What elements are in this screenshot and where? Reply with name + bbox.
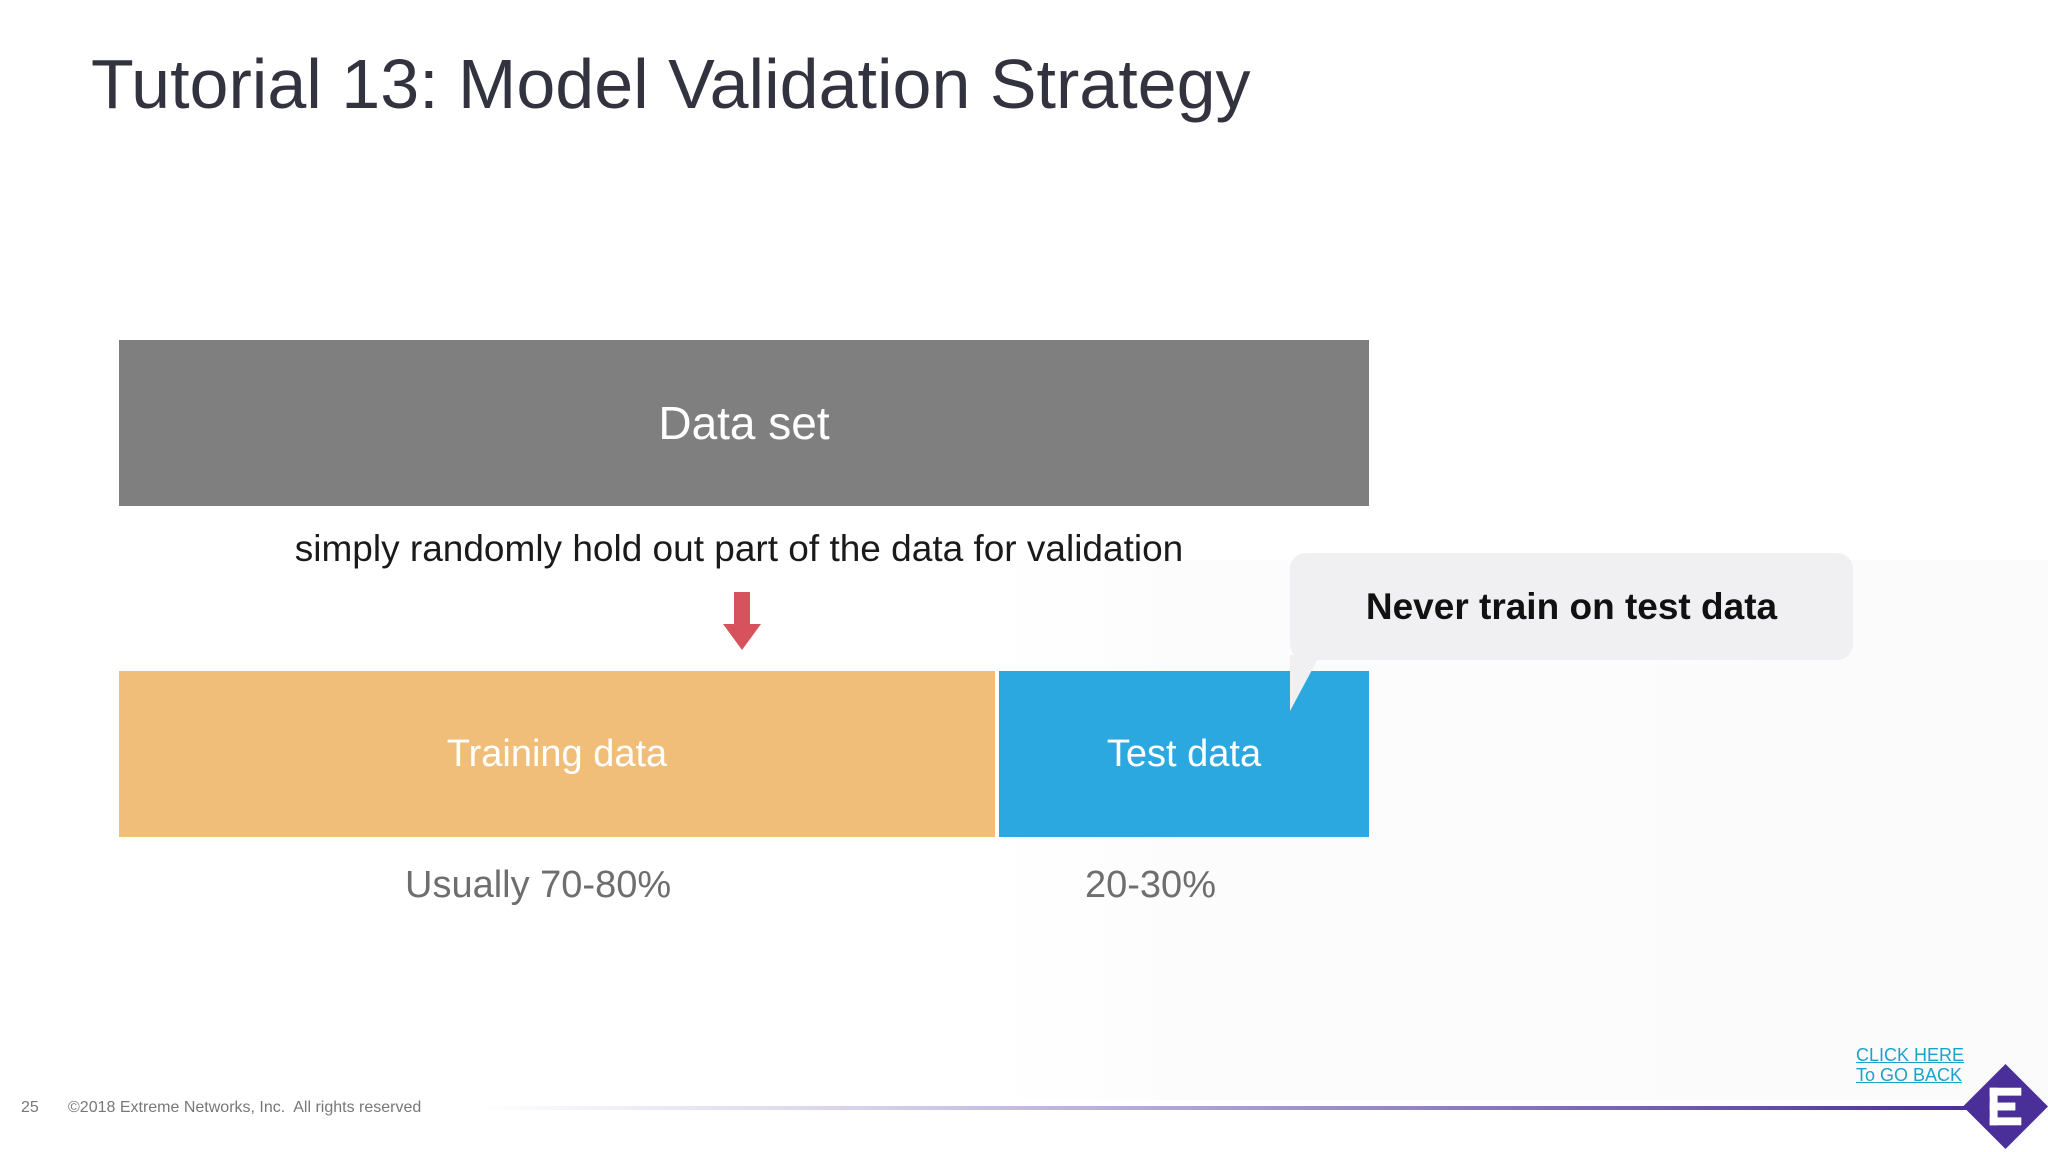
dataset-label: Data set <box>658 397 830 449</box>
holdout-caption: simply randomly hold out part of the dat… <box>294 528 1184 569</box>
footer-gradient-line <box>480 1106 1970 1110</box>
training-data-box: Training data <box>119 671 995 837</box>
go-back-line-2: To GO BACK <box>1856 1065 1963 1086</box>
copyright-text: ©2018 Extreme Networks, Inc. All rights … <box>68 1099 422 1116</box>
dataset-box: Data set <box>119 340 1369 506</box>
callout-text: Never train on test data <box>1365 585 1778 627</box>
training-percentage: Usually 70-80% <box>405 864 672 906</box>
go-back-link[interactable]: CLICK HERE To GO BACK <box>1856 1045 1964 1085</box>
down-arrow-icon <box>723 592 761 650</box>
extreme-networks-logo <box>1963 1064 2048 1149</box>
go-back-line-1: CLICK HERE <box>1856 1045 1965 1065</box>
callout-bubble: Never train on test data <box>1290 553 1853 660</box>
test-data-label: Test data <box>1106 732 1262 775</box>
test-data-box: Test data <box>999 671 1369 837</box>
callout-tail <box>1290 655 1320 711</box>
training-data-label: Training data <box>446 732 668 775</box>
slide-title: Tutorial 13: Model Validation Strategy <box>91 45 1251 123</box>
test-percentage: 20-30% <box>1085 864 1216 906</box>
page-number: 25 <box>21 1099 39 1116</box>
